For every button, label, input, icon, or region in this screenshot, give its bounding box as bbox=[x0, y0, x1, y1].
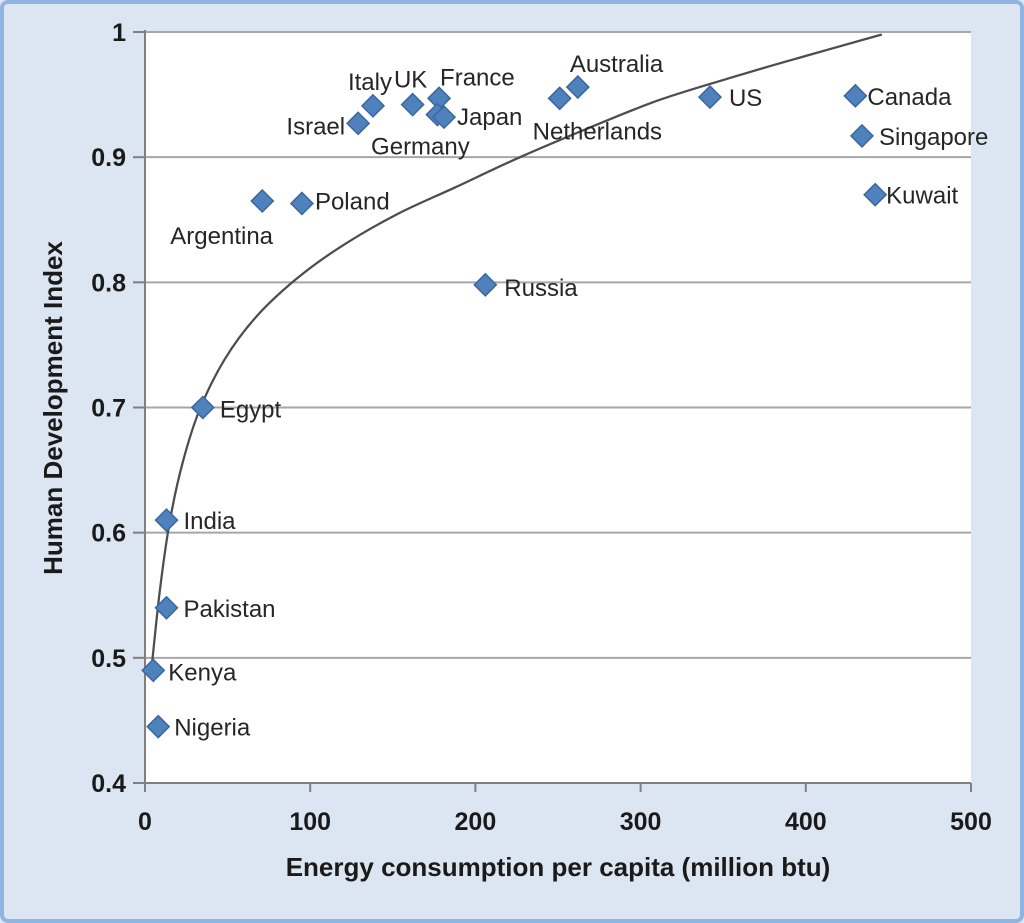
data-point-italy bbox=[360, 93, 386, 118]
data-point-canada bbox=[843, 83, 868, 108]
point-label-canada: Canada bbox=[867, 84, 952, 111]
data-point-singapore bbox=[849, 123, 875, 148]
point-label-australia: Australia bbox=[570, 51, 664, 78]
x-tick-label: 400 bbox=[785, 808, 827, 836]
data-point-kenya bbox=[141, 658, 166, 683]
y-tick-label: 0.7 bbox=[91, 395, 126, 423]
point-label-poland: Poland bbox=[315, 188, 390, 215]
data-point-us bbox=[697, 85, 723, 110]
point-label-israel: Israel bbox=[286, 113, 345, 140]
data-point-uk bbox=[400, 92, 425, 117]
x-axis-title: Energy consumption per capita (million b… bbox=[286, 852, 831, 882]
data-point-india bbox=[154, 508, 179, 533]
point-label-italy: Italy bbox=[348, 69, 392, 96]
data-point-israel bbox=[346, 111, 371, 136]
data-point-russia bbox=[473, 272, 498, 297]
x-tick-label: 100 bbox=[289, 808, 331, 836]
point-label-us: US bbox=[729, 85, 762, 112]
x-tick-label: 200 bbox=[455, 808, 497, 836]
point-label-argentina: Argentina bbox=[170, 223, 273, 250]
point-label-singapore: Singapore bbox=[879, 124, 988, 151]
data-point-pakistan bbox=[154, 595, 179, 620]
y-tick-label: 0.5 bbox=[91, 645, 126, 673]
trendline bbox=[150, 33, 883, 668]
point-label-kenya: Kenya bbox=[168, 659, 237, 686]
point-label-nigeria: Nigeria bbox=[174, 715, 251, 742]
y-axis-title: Human Development Index bbox=[38, 241, 68, 575]
point-label-india: India bbox=[183, 508, 236, 535]
data-point-japan bbox=[431, 105, 457, 130]
data-point-australia bbox=[565, 75, 590, 100]
point-label-netherlands: Netherlands bbox=[533, 118, 662, 145]
y-tick-label: 0.6 bbox=[91, 520, 126, 548]
point-label-pakistan: Pakistan bbox=[183, 596, 275, 623]
x-tick-label: 300 bbox=[620, 808, 662, 836]
x-tick-label: 500 bbox=[950, 808, 992, 836]
data-point-nigeria bbox=[146, 714, 171, 739]
y-tick-label: 1 bbox=[112, 19, 126, 47]
x-tick-label: 0 bbox=[138, 808, 152, 836]
data-point-egypt bbox=[190, 395, 215, 420]
y-tick-label: 0.8 bbox=[91, 269, 126, 297]
point-label-japan: Japan bbox=[457, 104, 522, 131]
y-tick-label: 0.9 bbox=[91, 144, 126, 172]
point-label-france: France bbox=[440, 64, 515, 91]
y-tick-label: 0.4 bbox=[91, 770, 126, 798]
data-point-poland bbox=[289, 191, 315, 216]
point-label-kuwait: Kuwait bbox=[886, 183, 958, 210]
data-point-kuwait bbox=[863, 182, 888, 207]
point-label-uk: UK bbox=[394, 67, 427, 94]
point-label-russia: Russia bbox=[504, 275, 578, 302]
point-label-egypt: Egypt bbox=[220, 397, 282, 424]
point-label-germany: Germany bbox=[371, 134, 470, 161]
data-point-argentina bbox=[250, 188, 275, 214]
scatter-chart: 0.4 0.5 0.6 0.7 0.8 0.9 1 0 100 200 300 400 500 Niger… bbox=[38, 19, 992, 882]
data-point-netherlands bbox=[547, 86, 572, 111]
